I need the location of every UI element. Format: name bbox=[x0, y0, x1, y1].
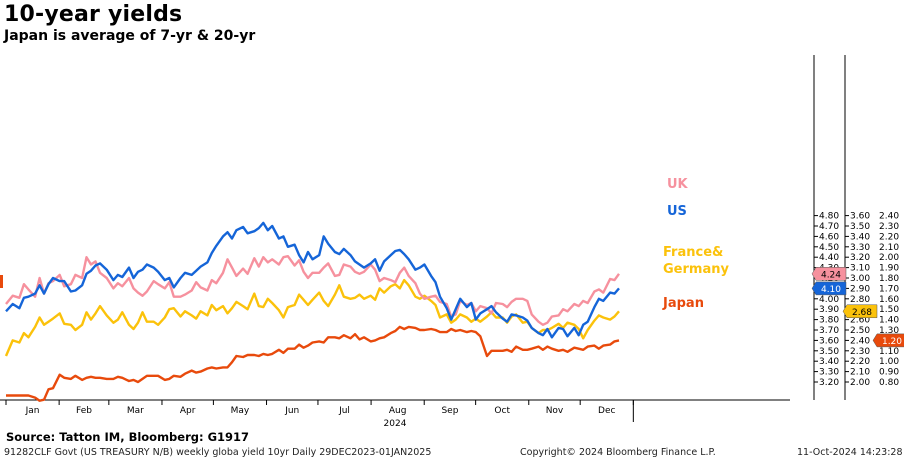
x-tick-label: Mar bbox=[127, 406, 144, 416]
series-line-us bbox=[5, 221, 620, 339]
y-right-tick-label: 3.00 bbox=[850, 274, 870, 284]
y-right-tick-label-japan: 1.00 bbox=[879, 357, 899, 367]
y-right-tick-label: 2.90 bbox=[850, 284, 870, 294]
y-left-tick-label: 3.40 bbox=[819, 357, 839, 367]
y-right-tick-label: 3.10 bbox=[850, 264, 870, 274]
y-right-tick-label: 2.20 bbox=[850, 357, 870, 367]
y-right-tick-label-japan: 0.80 bbox=[879, 378, 899, 388]
y-left-tick-label: 3.30 bbox=[819, 368, 839, 378]
y-left-tick-label: 4.50 bbox=[819, 243, 839, 253]
y-right-tick-label-japan: 2.10 bbox=[879, 243, 899, 253]
chart-title: 10-year yields bbox=[4, 2, 183, 27]
y-right-tick-label-japan: 1.90 bbox=[879, 264, 899, 274]
chart-source: Source: Tatton IM, Bloomberg: G1917 bbox=[6, 430, 250, 444]
y-right-tick-label-japan: 1.40 bbox=[879, 316, 899, 326]
x-tick-label: Jul bbox=[338, 406, 350, 416]
last-value-tag-us bbox=[811, 281, 847, 296]
y-right-tick-label-japan: 1.50 bbox=[879, 305, 899, 315]
y-right-tick-label: 2.00 bbox=[850, 378, 870, 388]
x-tick-label: Sep bbox=[441, 406, 458, 416]
legend-japan: Japan bbox=[662, 296, 704, 311]
legend-france-germany-line2: Germany bbox=[663, 262, 729, 277]
legend-france-germany: France& bbox=[663, 245, 723, 260]
y-right-tick-label-japan: 1.10 bbox=[879, 347, 899, 357]
y-left-tick-label: 4.80 bbox=[819, 212, 839, 222]
x-tick-label: May bbox=[231, 406, 250, 416]
last-value-text-france-germany: 2.68 bbox=[852, 308, 872, 318]
chart-subtitle: Japan is average of 7-yr & 20-yr bbox=[4, 28, 256, 44]
x-tick-label: Apr bbox=[180, 406, 196, 416]
y-right-tick-label: 2.60 bbox=[850, 316, 870, 326]
y-left-tick-label: 3.50 bbox=[819, 347, 839, 357]
last-value-tag-france-germany bbox=[842, 304, 878, 319]
x-tick-label: Oct bbox=[494, 406, 510, 416]
x-tick-label: Feb bbox=[76, 406, 92, 416]
last-value-text-japan: 1.20 bbox=[882, 337, 902, 347]
footer-ticker: 91282CLF Govt (US TREASURY N/B) weekly g… bbox=[4, 447, 432, 458]
y-right-tick-label: 3.50 bbox=[850, 222, 870, 232]
series-line-france-germany bbox=[4, 278, 620, 357]
y-left-tick-label: 4.00 bbox=[819, 295, 839, 305]
y-right-tick-label: 3.40 bbox=[850, 232, 870, 242]
x-tick-label: Nov bbox=[546, 406, 564, 416]
series-line-japan bbox=[6, 325, 620, 402]
y-left-tick-label: 3.20 bbox=[819, 378, 839, 388]
y-right-tick-label: 2.10 bbox=[850, 368, 870, 378]
y-right-tick-label: 2.40 bbox=[850, 336, 870, 346]
y-right-tick-label: 2.50 bbox=[850, 326, 870, 336]
last-value-tag-japan bbox=[872, 333, 904, 348]
series-line-uk bbox=[5, 255, 620, 326]
y-right-tick-label: 3.60 bbox=[850, 212, 870, 222]
y-right-tick-label-japan: 2.00 bbox=[879, 253, 899, 263]
left-edge-marker bbox=[0, 275, 3, 288]
legend-us: US bbox=[667, 204, 687, 219]
y-right-tick-label: 3.20 bbox=[850, 253, 870, 263]
y-left-tick-label: 4.40 bbox=[819, 253, 839, 263]
footer-copyright: Copyright© 2024 Bloomberg Finance L.P. bbox=[520, 447, 716, 458]
y-right-tick-label: 3.30 bbox=[850, 243, 870, 253]
y-right-tick-label-japan: 1.70 bbox=[879, 284, 899, 294]
y-left-tick-label: 3.70 bbox=[819, 326, 839, 336]
y-right-tick-label-japan: 1.30 bbox=[879, 326, 899, 336]
x-tick-label: Aug bbox=[389, 406, 407, 416]
footer-timestamp: 11-Oct-2024 14:23:28 bbox=[797, 447, 903, 458]
y-left-tick-label: 4.60 bbox=[819, 232, 839, 242]
x-tick-label: Dec bbox=[598, 406, 615, 416]
last-value-tag-uk bbox=[811, 267, 847, 281]
y-left-tick-label: 3.80 bbox=[819, 316, 839, 326]
y-right-tick-label: 2.80 bbox=[850, 295, 870, 305]
line-chart: Jan Feb Mar Apr May Jun Jul Aug Sep Oct Nov Dec 2024… bbox=[0, 55, 904, 429]
y-left-tick-label: 4.70 bbox=[819, 222, 839, 232]
x-tick-label: Jun bbox=[284, 406, 299, 416]
legend-uk: UK bbox=[667, 177, 689, 192]
last-value-text-us: 4.10 bbox=[821, 285, 841, 295]
y-right-tick-label-japan: 1.60 bbox=[879, 295, 899, 305]
y-right-tick-label-japan: 2.40 bbox=[879, 212, 899, 222]
y-right-tick-label-japan: 2.30 bbox=[879, 222, 899, 232]
y-right-tick-label-japan: 1.80 bbox=[879, 274, 899, 284]
x-tick-label: Jan bbox=[25, 406, 40, 416]
y-right-tick-label: 2.30 bbox=[850, 347, 870, 357]
y-left-tick-label: 3.60 bbox=[819, 336, 839, 346]
y-right-tick-label-japan: 2.20 bbox=[879, 232, 899, 242]
y-right-tick-label-japan: 0.90 bbox=[879, 368, 899, 378]
y-left-tick-label: 3.90 bbox=[819, 305, 839, 315]
last-value-text-uk: 4.24 bbox=[821, 270, 841, 280]
x-year-label: 2024 bbox=[384, 419, 407, 429]
